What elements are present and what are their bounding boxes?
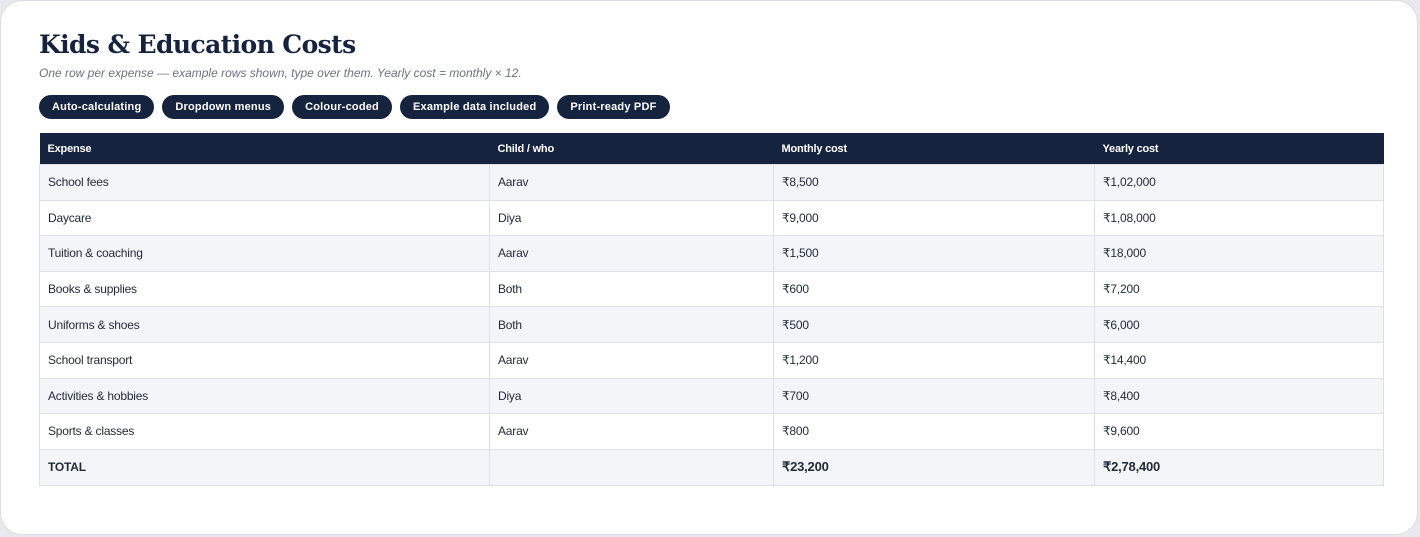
badge-auto-calculating: Auto-calculating <box>39 95 155 119</box>
total-label: TOTAL <box>39 448 490 486</box>
expense-cell[interactable]: Daycare <box>39 199 490 237</box>
table-row: Tuition & coaching Aarav ₹1,500 ₹18,000 <box>39 235 1384 272</box>
who-cell[interactable]: Both <box>489 270 774 308</box>
yearly-cost-cell: ₹1,02,000 <box>1094 164 1384 201</box>
table-row: School transport Aarav ₹1,200 ₹14,400 <box>39 341 1384 379</box>
table-row: Sports & classes Aarav ₹800 ₹9,600 <box>39 413 1384 450</box>
costs-table: Expense Child / who Monthly cost Yearly … <box>39 133 1384 486</box>
yearly-cost-cell: ₹9,600 <box>1094 413 1384 450</box>
table-row: Uniforms & shoes Both ₹500 ₹6,000 <box>39 306 1384 343</box>
expense-cell[interactable]: Activities & hobbies <box>39 377 490 415</box>
total-row: TOTAL ₹23,200 ₹2,78,400 <box>39 448 1384 486</box>
yearly-cost-cell: ₹18,000 <box>1094 235 1384 272</box>
monthly-cost-cell[interactable]: ₹500 <box>773 306 1095 343</box>
yearly-cost-cell: ₹8,400 <box>1094 377 1384 415</box>
column-header-expense: Expense <box>39 133 490 165</box>
page-title: Kids & Education Costs <box>39 30 356 59</box>
expense-cell[interactable]: Books & supplies <box>39 270 490 308</box>
monthly-cost-cell[interactable]: ₹700 <box>773 377 1095 415</box>
table-row: Daycare Diya ₹9,000 ₹1,08,000 <box>39 199 1384 237</box>
who-cell[interactable]: Diya <box>489 377 774 415</box>
who-cell[interactable]: Aarav <box>489 413 774 450</box>
who-cell[interactable]: Aarav <box>489 164 774 201</box>
expense-cell[interactable]: School transport <box>39 341 490 379</box>
total-monthly-cost: ₹23,200 <box>773 448 1095 486</box>
who-cell[interactable]: Aarav <box>489 341 774 379</box>
yearly-cost-cell: ₹14,400 <box>1094 341 1384 379</box>
badge-colour-coded: Colour-coded <box>292 95 392 119</box>
monthly-cost-cell[interactable]: ₹600 <box>773 270 1095 308</box>
table-row: Books & supplies Both ₹600 ₹7,200 <box>39 270 1384 308</box>
yearly-cost-cell: ₹7,200 <box>1094 270 1384 308</box>
column-header-who: Child / who <box>489 133 774 165</box>
monthly-cost-cell[interactable]: ₹1,200 <box>773 341 1095 379</box>
badge-print-ready: Print-ready PDF <box>557 95 670 119</box>
feature-badges: Auto-calculating Dropdown menus Colour-c… <box>39 95 670 119</box>
expense-cell[interactable]: Sports & classes <box>39 413 490 450</box>
total-who-cell <box>489 448 774 486</box>
yearly-cost-cell: ₹6,000 <box>1094 306 1384 343</box>
table-header-row: Expense Child / who Monthly cost Yearly … <box>39 133 1384 165</box>
table-row: Activities & hobbies Diya ₹700 ₹8,400 <box>39 377 1384 415</box>
page-subtitle: One row per expense — example rows shown… <box>39 66 522 80</box>
yearly-cost-cell: ₹1,08,000 <box>1094 199 1384 237</box>
monthly-cost-cell[interactable]: ₹800 <box>773 413 1095 450</box>
column-header-yearly: Yearly cost <box>1094 133 1384 165</box>
table-row: School fees Aarav ₹8,500 ₹1,02,000 <box>39 164 1384 201</box>
who-cell[interactable]: Both <box>489 306 774 343</box>
expense-cell[interactable]: Uniforms & shoes <box>39 306 490 343</box>
badge-example-data: Example data included <box>399 95 550 119</box>
monthly-cost-cell[interactable]: ₹9,000 <box>773 199 1095 237</box>
monthly-cost-cell[interactable]: ₹8,500 <box>773 164 1095 201</box>
badge-dropdown-menus: Dropdown menus <box>162 95 285 119</box>
monthly-cost-cell[interactable]: ₹1,500 <box>773 235 1095 272</box>
total-yearly-cost: ₹2,78,400 <box>1094 448 1384 486</box>
column-header-monthly: Monthly cost <box>773 133 1095 165</box>
expense-cell[interactable]: Tuition & coaching <box>39 235 490 272</box>
who-cell[interactable]: Diya <box>489 199 774 237</box>
who-cell[interactable]: Aarav <box>489 235 774 272</box>
expense-cell[interactable]: School fees <box>39 164 490 201</box>
